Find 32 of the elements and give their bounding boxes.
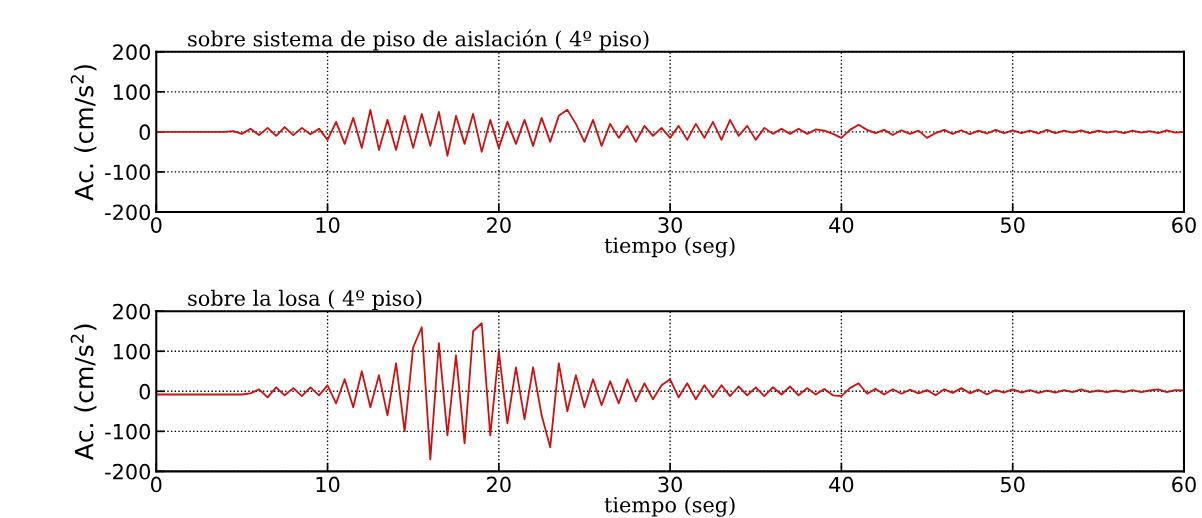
y-axis-title: Ac. (cm/s$^{2}$) [70, 324, 97, 461]
y-tick-label: 0 [139, 383, 151, 400]
line-series [156, 108, 1184, 157]
x-tick-label: 40 [829, 217, 854, 233]
y-tick-label: 100 [113, 84, 151, 101]
x-tick-label: 50 [1001, 217, 1025, 233]
y-tick-label: 200 [113, 44, 151, 61]
y-tick-label: 100 [113, 343, 151, 360]
x-tick-label: 60 [1172, 476, 1196, 493]
x-tick-label: 40 [829, 476, 854, 493]
line-series [156, 322, 1184, 461]
chart-title: sobre la losa ( 4º piso) [188, 289, 422, 311]
x-tick-label: 50 [1001, 476, 1025, 493]
x-axis-title: tiempo (seg) [604, 496, 735, 517]
x-tick-label: 30 [658, 476, 682, 493]
y-axis-title: Ac. (cm/s$^{2}$) [70, 65, 97, 201]
y-tick-label: 0 [139, 124, 151, 141]
x-tick-label: 60 [1172, 217, 1196, 233]
x-axis-title: tiempo (seg) [604, 236, 735, 258]
x-tick-label: 30 [658, 217, 682, 233]
x-tick-label: 0 [151, 217, 162, 233]
x-tick-label: 10 [316, 217, 340, 233]
x-tick-label: 20 [487, 476, 511, 493]
y-tick-label: -100 [105, 164, 151, 181]
x-tick-label: 10 [316, 476, 340, 493]
y-tick-label: -100 [105, 423, 151, 440]
y-tick-label: -200 [105, 204, 151, 221]
y-tick-label: -200 [105, 463, 151, 480]
y-tick-label: 200 [113, 303, 151, 320]
x-tick-label: 20 [487, 217, 511, 233]
x-tick-label: 0 [151, 476, 162, 493]
chart-title: sobre sistema de piso de aislación ( 4º piso) [188, 29, 649, 51]
